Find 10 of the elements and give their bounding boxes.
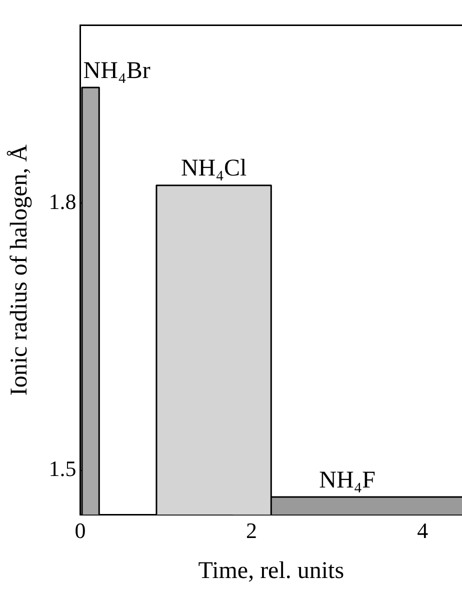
x-axis-title: Time, rel. units — [198, 558, 344, 584]
x-tick-label: 0 — [74, 518, 86, 543]
series-label: NH₄F — [319, 467, 376, 494]
series-label: NH₄Br — [83, 58, 150, 84]
x-tick-label: 2 — [246, 518, 257, 543]
series-label: NH₄Cl — [180, 156, 247, 182]
y-tick-label: 1.5 — [48, 456, 76, 482]
y-axis-title: Ionic radius of halogen, Å — [6, 144, 33, 396]
x-tick-label: 4 — [417, 518, 428, 543]
y-tick-label: 1.8 — [48, 189, 76, 214]
